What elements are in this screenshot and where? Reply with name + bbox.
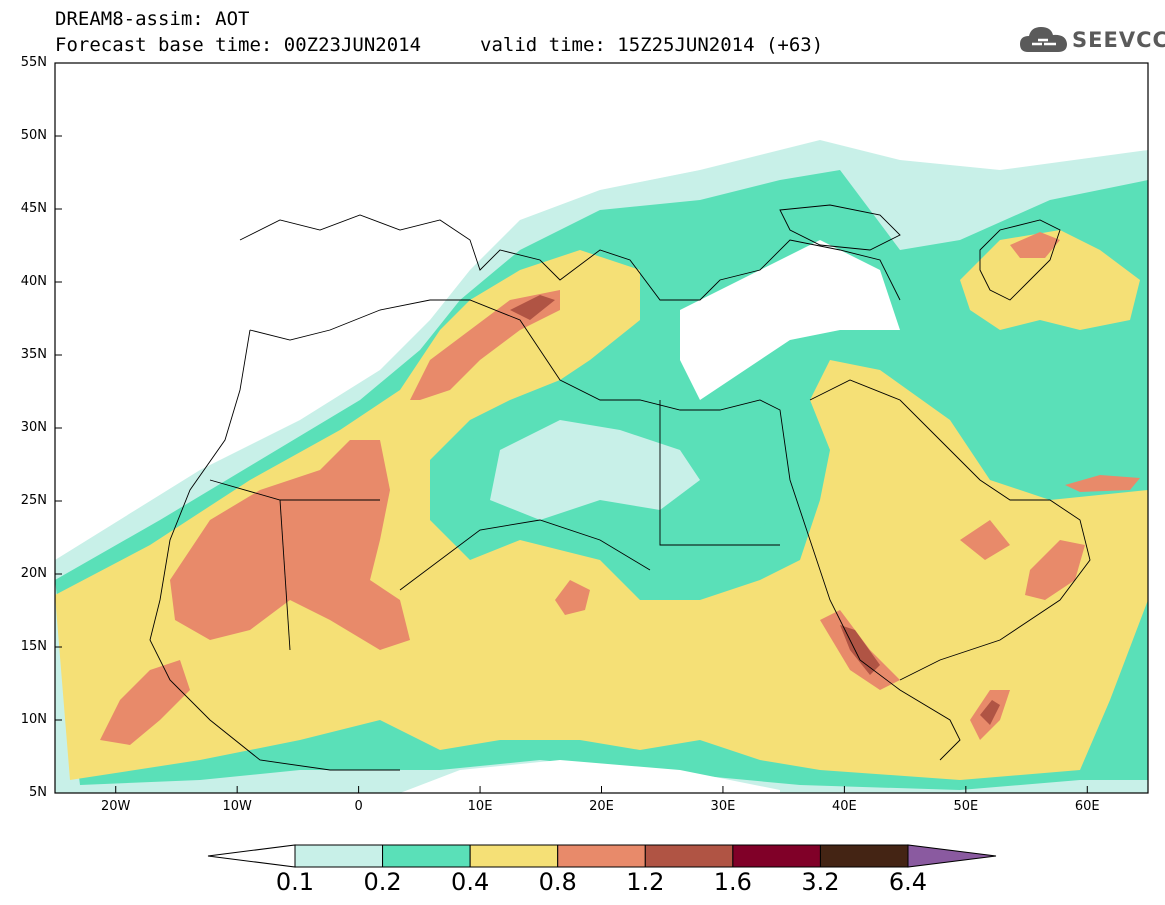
coastline-black-sea bbox=[779, 204, 901, 251]
aot-field-orange-coast bbox=[100, 660, 190, 745]
cloud-logo-icon bbox=[1020, 27, 1067, 52]
aot-field-yellow-caspian bbox=[960, 230, 1140, 330]
colorbar-label: 6.4 bbox=[888, 868, 928, 896]
colorbar-box bbox=[382, 844, 471, 868]
coastline-africa bbox=[249, 299, 961, 761]
valid-time: valid time: 15Z25JUN2014 (+63) bbox=[480, 34, 824, 56]
aot-field-orange-iran bbox=[1065, 475, 1140, 492]
colorbar-lower-arrow bbox=[207, 844, 296, 868]
colorbar bbox=[207, 844, 997, 868]
aot-field-light-sahara bbox=[490, 420, 700, 520]
lat-label: 15N bbox=[20, 639, 47, 654]
lat-label: 25N bbox=[20, 493, 47, 508]
aot-field-yellow bbox=[55, 250, 1148, 780]
lat-label: 50N bbox=[20, 128, 47, 143]
aot-field-clear-tropics bbox=[400, 760, 780, 793]
colorbar-label: 1.2 bbox=[626, 868, 665, 896]
lat-label: 10N bbox=[20, 712, 47, 727]
border-sahara-2 bbox=[399, 519, 651, 591]
seevccc-logo: SEEVCCC bbox=[1018, 22, 1165, 58]
colorbar-box bbox=[294, 844, 384, 868]
colorbar-label: 0.1 bbox=[275, 868, 315, 896]
forecast-base-time: Forecast base time: 00Z23JUN2014 bbox=[55, 34, 422, 56]
lat-label: 30N bbox=[20, 420, 47, 435]
colorbar-label: 1.6 bbox=[713, 868, 752, 896]
aot-field-clear-europe bbox=[55, 63, 1148, 540]
lat-label: 5N bbox=[29, 785, 47, 800]
lat-label: 20N bbox=[20, 566, 47, 581]
colorbar-label: 0.4 bbox=[451, 868, 490, 896]
axis-ticks bbox=[55, 62, 1088, 794]
aot-fields bbox=[55, 63, 1148, 793]
lat-label: 35N bbox=[20, 347, 47, 362]
colorbar-box bbox=[732, 844, 821, 868]
lon-label: 20W bbox=[101, 799, 131, 814]
border-sahara-4 bbox=[209, 479, 380, 501]
colorbar-box bbox=[469, 844, 559, 868]
border-sahara-3 bbox=[659, 400, 780, 546]
coastlines bbox=[149, 204, 1091, 771]
colorbar-upper-arrow bbox=[907, 844, 997, 868]
colorbar-box bbox=[819, 844, 909, 868]
lon-label: 30E bbox=[710, 799, 736, 814]
aot-field-orange-west-africa bbox=[170, 440, 410, 650]
aot-field-orange-caspian bbox=[1010, 232, 1060, 258]
coastline-europe bbox=[239, 214, 901, 301]
lat-label: 45N bbox=[20, 201, 47, 216]
lon-label: 50E bbox=[953, 799, 979, 814]
coastline-caspian bbox=[979, 219, 1061, 301]
colorbar-label: 3.2 bbox=[801, 868, 840, 896]
colorbar-label: 0.2 bbox=[363, 868, 402, 896]
colorbar-box bbox=[557, 844, 646, 868]
lat-label: 40N bbox=[20, 274, 47, 289]
aot-field-orange-chad bbox=[555, 580, 590, 615]
aot-field-orange-arabia bbox=[960, 520, 1010, 560]
colorbar-label: 0.8 bbox=[538, 868, 577, 896]
lon-label: 10W bbox=[222, 799, 252, 814]
aot-field-dark-somalia bbox=[980, 700, 1000, 725]
lon-label: 40E bbox=[831, 799, 857, 814]
aot-field-orange-maghreb bbox=[410, 290, 560, 400]
coastline-arabia bbox=[809, 379, 1091, 681]
lon-label: 20E bbox=[589, 799, 614, 814]
lon-label: 0 bbox=[354, 799, 363, 814]
lon-label: 10E bbox=[467, 799, 493, 814]
coastline-west-africa bbox=[149, 329, 400, 771]
aot-field-orange-oman bbox=[1025, 540, 1085, 600]
border-sahara-1 bbox=[279, 499, 291, 651]
map-title: DREAM8-assim: AOT bbox=[55, 8, 250, 30]
colorbar-box bbox=[644, 844, 734, 868]
aot-field-dark-redsea bbox=[840, 625, 880, 675]
aot-field-dark-maghreb bbox=[510, 295, 555, 320]
aot-field-clear-med bbox=[680, 240, 900, 400]
logo-text: SEEVCCC bbox=[1072, 28, 1165, 52]
lat-label: 55N bbox=[20, 55, 47, 70]
lon-label: 60E bbox=[1074, 799, 1100, 814]
